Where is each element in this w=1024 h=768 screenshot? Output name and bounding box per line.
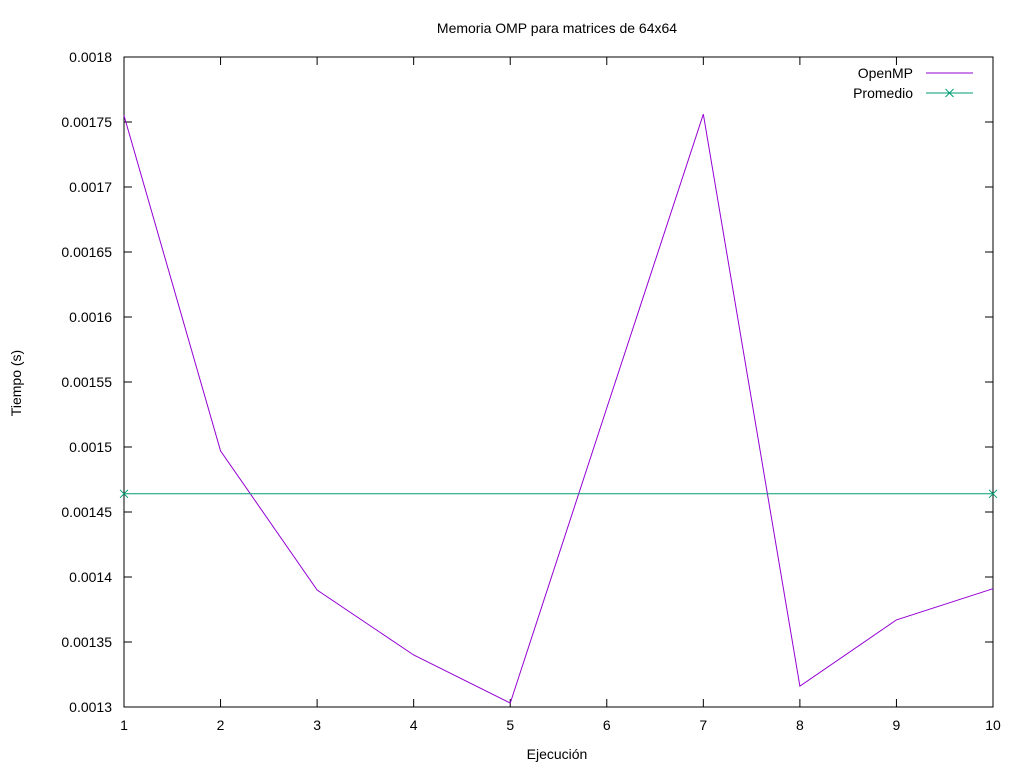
x-tick-label: 10	[985, 717, 1001, 733]
y-tick-label: 0.0018	[69, 49, 112, 65]
y-tick-label: 0.00175	[61, 114, 112, 130]
y-tick-label: 0.0013	[69, 699, 112, 715]
plot-border	[123, 56, 994, 708]
x-tick-label: 9	[893, 717, 901, 733]
x-tick-label: 8	[796, 717, 804, 733]
y-tick-label: 0.0014	[69, 569, 112, 585]
chart-title: Memoria OMP para matrices de 64x64	[437, 20, 677, 36]
legend: OpenMP Promedio	[853, 65, 973, 101]
x-tick-label: 2	[217, 717, 225, 733]
y-axis-label: Tiempo (s)	[8, 350, 24, 416]
x-tick-label: 7	[699, 717, 707, 733]
y-tick-label: 0.00145	[61, 504, 112, 520]
plot-area	[123, 56, 994, 708]
x-tick-label: 3	[313, 717, 321, 733]
y-tick-label: 0.00135	[61, 634, 112, 650]
legend-label: Promedio	[853, 85, 913, 101]
x-axis-label: Ejecución	[527, 746, 588, 762]
y-tick-label: 0.0017	[69, 179, 112, 195]
y-tick-label: 0.0016	[69, 309, 112, 325]
series-line	[123, 114, 994, 704]
x-tick-label: 6	[603, 717, 611, 733]
x-tick-label: 4	[410, 717, 418, 733]
y-tick-label: 0.00165	[61, 244, 112, 260]
point-marker	[945, 88, 954, 98]
series-promedio	[119, 489, 998, 499]
point-marker	[119, 489, 129, 499]
series-openmp	[123, 114, 994, 704]
legend-label: OpenMP	[858, 65, 913, 81]
series-layer	[119, 114, 998, 704]
x-tick-label: 5	[506, 717, 514, 733]
y-tick-label: 0.0015	[69, 439, 112, 455]
x-tick-label: 1	[120, 717, 128, 733]
x-axis: 1 2 3 4 5 6 7 8 9 10	[120, 57, 1001, 733]
point-marker	[988, 489, 998, 499]
y-axis: 0.0013 0.00135 0.0014 0.00145 0.0015 0.00155 0…	[61, 49, 993, 715]
y-tick-label: 0.00155	[61, 374, 112, 390]
